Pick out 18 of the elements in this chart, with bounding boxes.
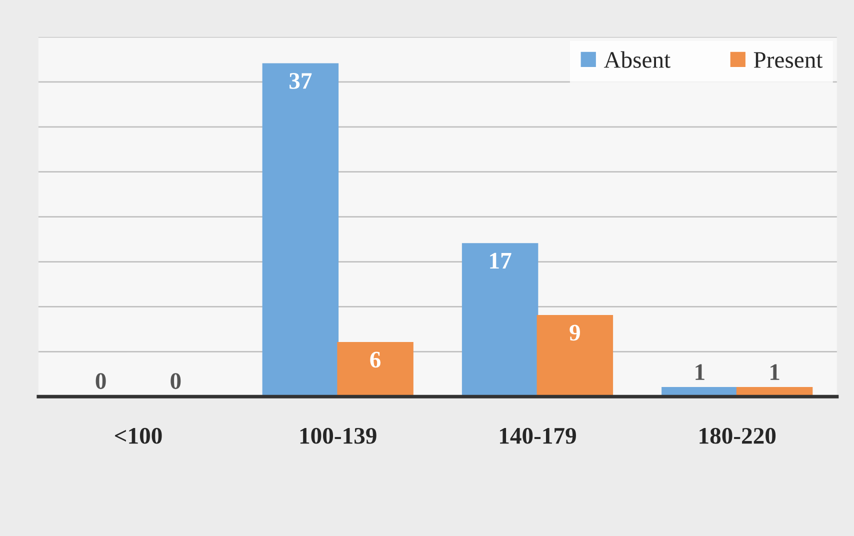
x-tick-label: 100-139 — [300, 428, 376, 444]
x-tick-label: 140-179 — [500, 428, 576, 444]
bar — [462, 243, 538, 397]
x-tick-label: 180-220 — [700, 428, 776, 444]
legend-label: Present — [754, 52, 823, 68]
bar — [337, 342, 414, 397]
data-label: 37 — [290, 73, 312, 89]
data-label: 17 — [490, 252, 512, 269]
data-label: 6 — [370, 352, 381, 368]
data-label: 0 — [170, 373, 181, 390]
bar — [262, 63, 339, 397]
data-label: 1 — [770, 364, 780, 380]
data-label: 9 — [570, 324, 580, 341]
legend-label: Absent — [604, 51, 670, 68]
data-label: 0 — [96, 373, 106, 390]
x-tick-label: <100 — [114, 428, 162, 444]
bar — [536, 315, 614, 397]
data-label: 1 — [696, 364, 704, 380]
